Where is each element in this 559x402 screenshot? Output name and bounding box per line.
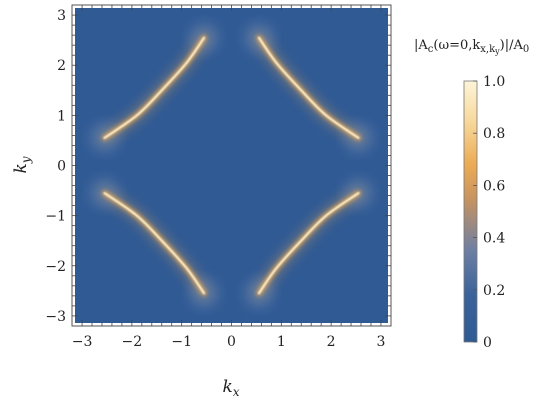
heatmap-background [75, 8, 388, 323]
y-axis-label: ky [11, 156, 33, 173]
colorbar-tick-label: 0.8 [483, 126, 505, 142]
x-tick-label: −2 [122, 334, 143, 350]
y-tick-label: −3 [45, 309, 66, 325]
x-tick-label: 2 [327, 334, 336, 350]
y-tick-label: 3 [57, 8, 66, 24]
y-tick-label: 0 [57, 159, 66, 175]
colorbar-tick-label: 0.4 [483, 231, 505, 247]
fermi-arc-top-left [103, 36, 206, 139]
x-tick-label: 1 [277, 334, 286, 350]
y-tick-label: −1 [45, 209, 66, 225]
fermi-arc-bottom-left [103, 192, 206, 295]
colorbar [463, 80, 478, 343]
colorbar-tick-label: 0 [483, 335, 492, 351]
colorbar-tick-label: 1.0 [483, 74, 505, 90]
x-axis-ticks: −3 −2 −1 0 1 2 3 [72, 5, 385, 350]
x-axis-label: kx [222, 377, 239, 399]
y-tick-label: −2 [45, 259, 66, 275]
y-axis-ticks: −3 −2 −1 0 1 2 3 [45, 8, 391, 325]
fermi-arc-bottom-right [257, 192, 360, 295]
colorbar-title: |Ac(ω=0,kx,ky)|/A0 [414, 38, 529, 56]
fermi-arc-top-right [257, 36, 360, 139]
y-tick-label: 2 [57, 58, 66, 74]
x-tick-label: 0 [227, 334, 236, 350]
colorbar-ticks: 0 0.2 0.4 0.6 0.8 1.0 [473, 74, 505, 351]
colorbar-tick-label: 0.6 [483, 178, 505, 194]
x-tick-label: −3 [72, 334, 93, 350]
y-tick-label: 1 [57, 108, 66, 124]
colorbar-tick-label: 0.2 [483, 283, 505, 299]
x-tick-label: 3 [376, 334, 385, 350]
heatmap-plot-area [75, 8, 388, 323]
x-tick-label: −1 [171, 334, 192, 350]
